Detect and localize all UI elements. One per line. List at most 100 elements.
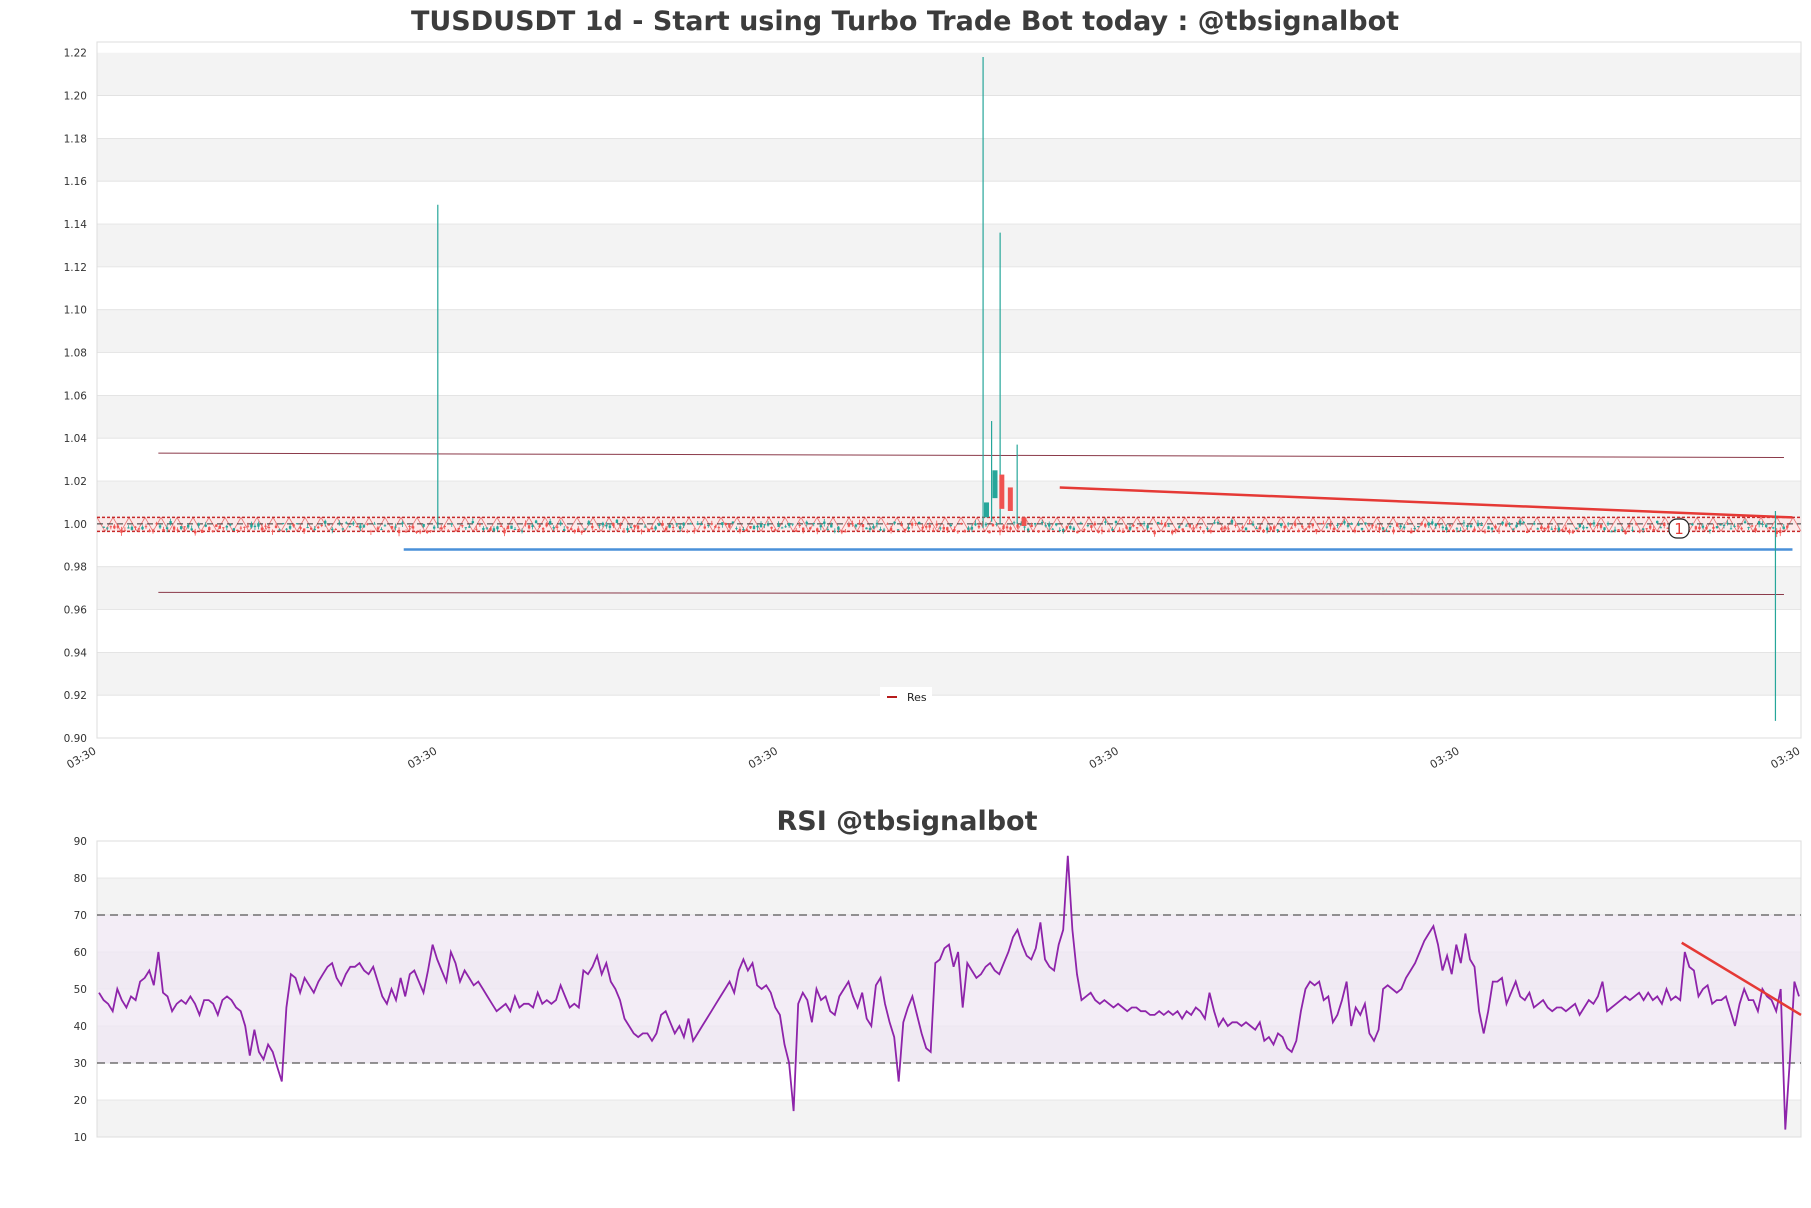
candle-body	[1775, 530, 1778, 534]
candle-body	[1431, 521, 1434, 524]
candle-body	[215, 524, 218, 527]
candle-body	[496, 526, 499, 530]
candle-body	[1708, 529, 1712, 531]
candle-body	[563, 529, 566, 531]
price-grid-band	[97, 138, 1801, 182]
candle-body	[1083, 529, 1086, 531]
candle-body	[657, 523, 661, 526]
candle-body	[939, 527, 942, 529]
candle-body	[907, 527, 910, 530]
candle-body	[1395, 523, 1399, 527]
candle-body	[636, 525, 640, 529]
candle-body	[1322, 523, 1325, 525]
candle-body	[587, 521, 591, 525]
candle-body	[1367, 524, 1371, 526]
candle-body	[682, 522, 685, 526]
candle-body	[1153, 531, 1156, 535]
price-y-tick-label: 1.18	[64, 133, 87, 145]
candle-body	[696, 523, 699, 525]
price-y-tick-label: 1.06	[64, 390, 88, 402]
candle-body	[992, 470, 998, 499]
candle-body	[1617, 529, 1620, 531]
candle-body	[355, 526, 359, 528]
price-y-tick-label: 1.14	[64, 219, 88, 231]
candle-body	[622, 530, 626, 533]
candle-body	[394, 526, 397, 528]
rsi-grid-band	[97, 1100, 1801, 1137]
candle-body	[1248, 523, 1251, 525]
candle-body	[1149, 527, 1153, 529]
candle-body	[868, 528, 872, 530]
candle-body	[1223, 526, 1227, 529]
candle-body	[1209, 530, 1213, 533]
candle-body	[141, 526, 144, 530]
candle-body	[120, 529, 123, 533]
candle-body	[1599, 524, 1603, 528]
candle-body	[1121, 531, 1125, 533]
candle-body	[1469, 525, 1473, 528]
candle-body	[1325, 526, 1329, 528]
candle-body	[1234, 524, 1237, 527]
candle-body	[1417, 526, 1420, 528]
candle-body	[1308, 525, 1311, 528]
candle-body	[1441, 526, 1445, 529]
candle-body	[605, 524, 608, 527]
price-y-axis: 0.90 0.92 0.94 0.96 0.98 1.00 1.02 1.04 1.06 1.08…	[64, 48, 88, 745]
candle-body	[1097, 530, 1100, 533]
price-legend: Res	[880, 687, 932, 705]
candle-body	[169, 521, 172, 524]
candle-body	[1786, 525, 1789, 528]
candle-body	[773, 529, 777, 531]
candle-body	[134, 526, 137, 528]
price-y-tick-label: 0.92	[64, 690, 87, 702]
candle-body	[1086, 525, 1090, 527]
candle-body	[155, 523, 158, 525]
candle-body	[1258, 526, 1262, 530]
candle-body	[545, 523, 548, 527]
candle-body	[770, 526, 773, 529]
candle-body	[334, 528, 337, 530]
candle-body	[190, 528, 193, 531]
candle-body	[1652, 529, 1655, 531]
candle-body	[1301, 525, 1304, 528]
candle-body	[717, 527, 721, 529]
candle-body	[802, 527, 805, 531]
candle-body	[327, 524, 330, 526]
candle-body	[1188, 524, 1191, 527]
price-x-axis: 03:30 03:30 03:30 03:30 03:30 03:30	[65, 744, 1803, 771]
candle-body	[1171, 530, 1174, 534]
price-grid-band	[97, 395, 1801, 439]
candle-body	[369, 530, 373, 532]
candle-body	[1199, 527, 1202, 529]
candle-body	[1596, 524, 1599, 526]
candle-body	[411, 526, 415, 529]
rsi-reference-lines	[97, 914, 1801, 1064]
candle-body	[299, 527, 302, 529]
candle-body	[1715, 526, 1719, 529]
price-chart: TUSDUSDT 1d - Start using Turbo Trade Bo…	[64, 6, 1803, 771]
candle-body	[1585, 527, 1589, 529]
candle-body	[447, 530, 450, 532]
price-y-tick-label: 1.12	[64, 262, 87, 274]
candle-body	[830, 524, 833, 528]
candle-body	[816, 528, 819, 532]
candle-body	[422, 523, 425, 527]
candle-body	[826, 529, 830, 531]
candle-body	[823, 521, 826, 525]
price-grid-band	[97, 309, 1801, 353]
candle-body	[352, 522, 355, 525]
candle-body	[1497, 530, 1501, 532]
price-y-tick-label: 1.00	[64, 519, 87, 531]
price-candles	[102, 56, 1789, 721]
candle-body	[1480, 524, 1483, 526]
candle-body	[749, 526, 752, 529]
candle-body	[1761, 523, 1764, 525]
candle-body	[1346, 525, 1350, 527]
candle-body	[780, 527, 784, 529]
candle-body	[1455, 528, 1459, 530]
candle-body	[482, 527, 485, 530]
candle-body	[186, 525, 190, 528]
candle-body	[443, 526, 446, 528]
candle-body	[471, 521, 475, 524]
signal-marker-box	[1668, 518, 1690, 539]
